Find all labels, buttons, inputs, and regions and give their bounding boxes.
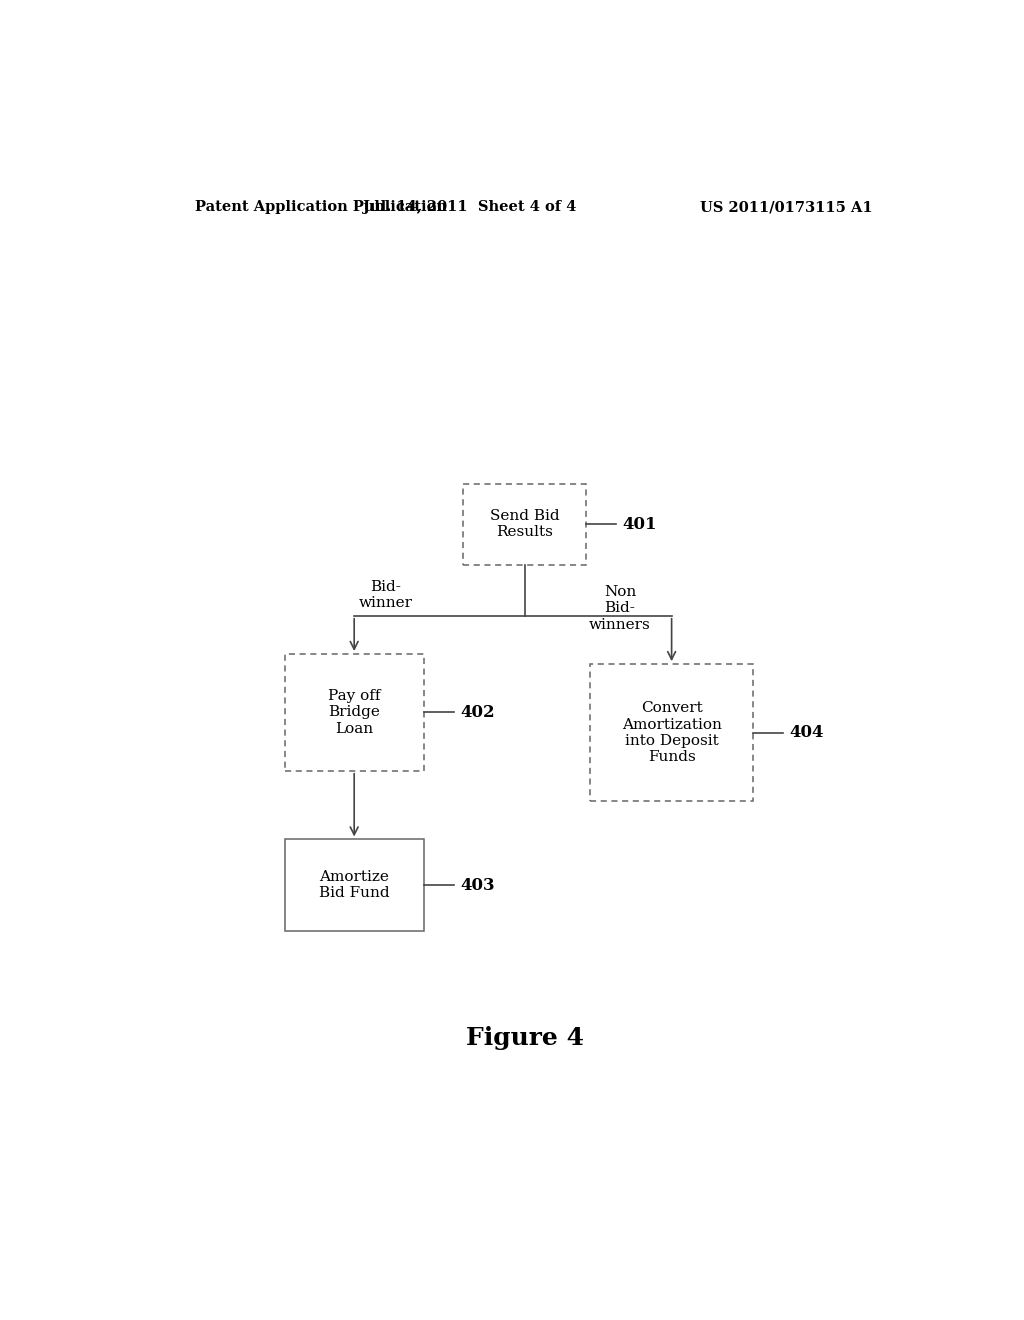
Text: Convert
Amortization
into Deposit
Funds: Convert Amortization into Deposit Funds: [622, 701, 722, 764]
Text: Send Bid
Results: Send Bid Results: [490, 510, 559, 540]
Text: Pay off
Bridge
Loan: Pay off Bridge Loan: [328, 689, 381, 735]
Bar: [590, 664, 753, 801]
Text: 402: 402: [460, 704, 495, 721]
Text: Non
Bid-
winners: Non Bid- winners: [589, 585, 651, 632]
Bar: [285, 653, 424, 771]
Text: 401: 401: [623, 516, 657, 533]
Text: Patent Application Publication: Patent Application Publication: [196, 201, 447, 214]
Text: US 2011/0173115 A1: US 2011/0173115 A1: [700, 201, 873, 214]
Bar: [463, 483, 587, 565]
Text: Jul. 14, 2011  Sheet 4 of 4: Jul. 14, 2011 Sheet 4 of 4: [362, 201, 575, 214]
Text: Figure 4: Figure 4: [466, 1026, 584, 1049]
Text: 404: 404: [790, 725, 824, 741]
Text: Amortize
Bid Fund: Amortize Bid Fund: [318, 870, 389, 900]
Bar: [285, 840, 424, 931]
Text: Bid-
winner: Bid- winner: [359, 581, 413, 610]
Text: 403: 403: [460, 876, 495, 894]
